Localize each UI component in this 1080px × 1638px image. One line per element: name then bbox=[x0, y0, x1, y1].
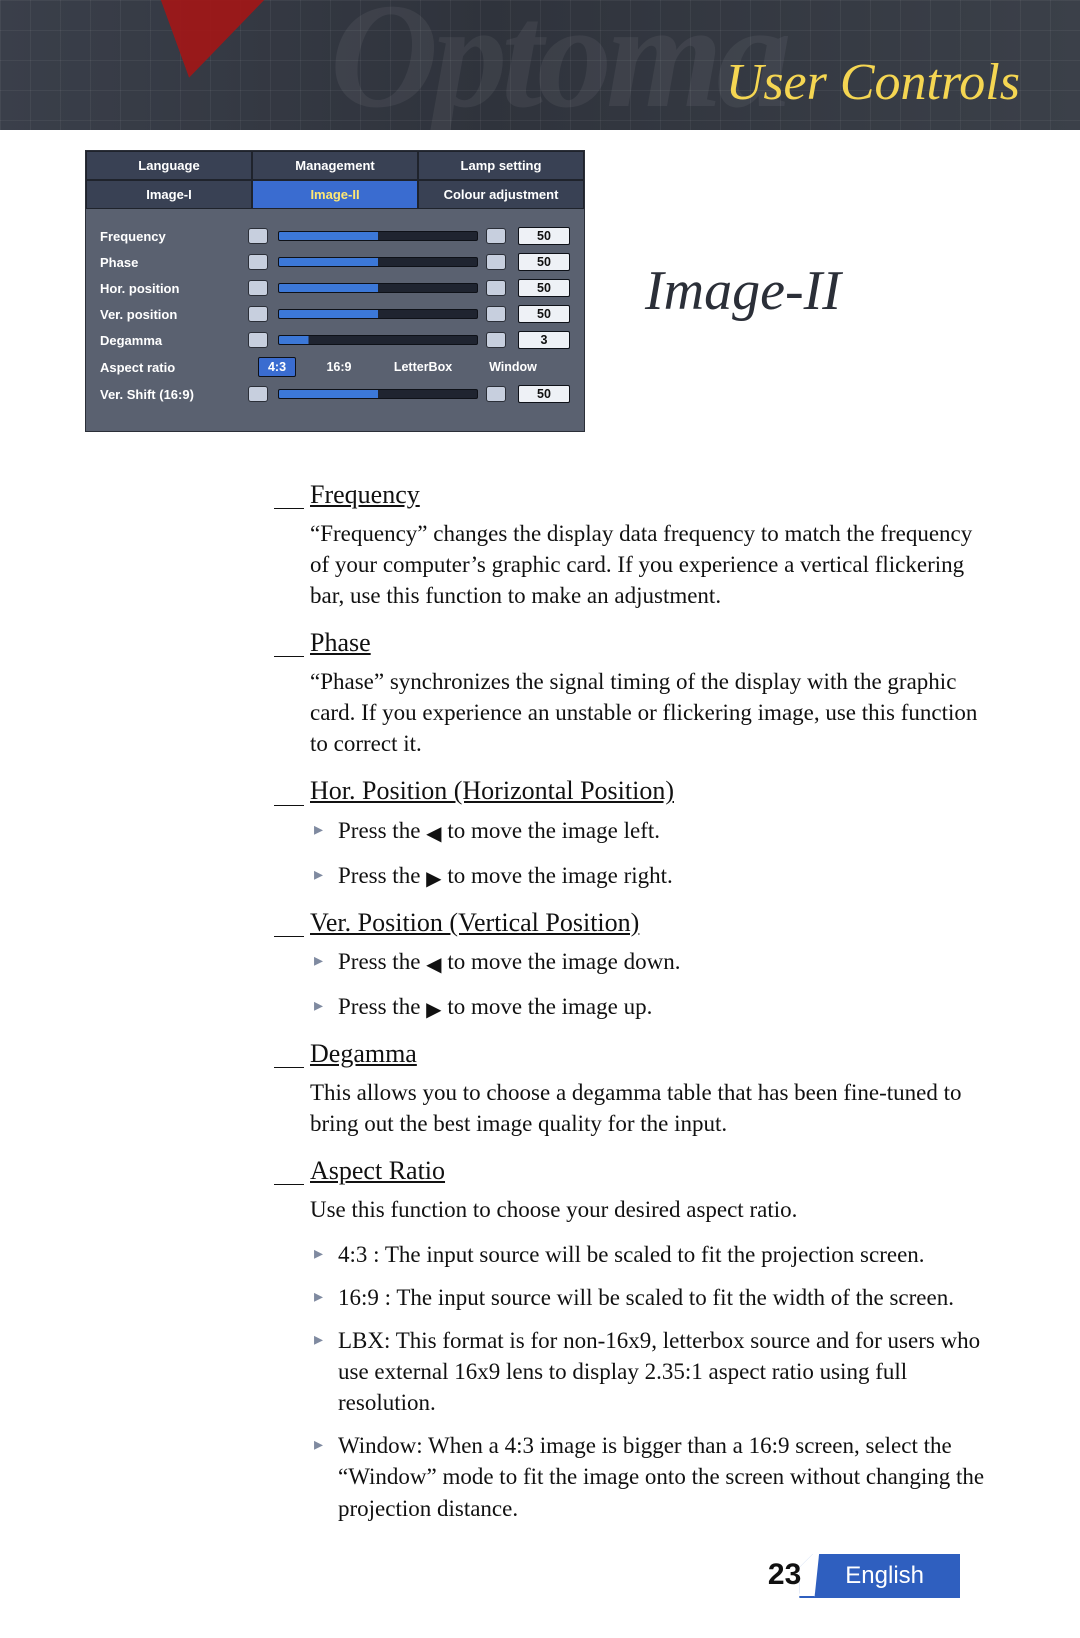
list-aspect-ratio: 4:3 : The input source will be scaled to… bbox=[310, 1239, 990, 1523]
ver-icon bbox=[248, 306, 268, 322]
freq-icon bbox=[248, 228, 268, 244]
heading-ver-position: Ver. Position (Vertical Position) bbox=[310, 905, 990, 940]
slider[interactable] bbox=[278, 257, 478, 267]
text: to move the image up. bbox=[442, 994, 653, 1019]
page-header-title: User Controls bbox=[726, 53, 1020, 112]
text-frequency: “Frequency” changes the display data fre… bbox=[310, 518, 990, 611]
osd-tabs-bottom: Image-I Image-II Colour adjustment bbox=[86, 180, 584, 209]
freq-icon-r bbox=[486, 228, 506, 244]
hor-icon-r bbox=[486, 280, 506, 296]
osd-value: 50 bbox=[518, 253, 570, 271]
left-arrow-icon bbox=[426, 948, 441, 979]
slider[interactable] bbox=[278, 309, 478, 319]
page-number: 23 bbox=[768, 1555, 801, 1596]
aspect-window[interactable]: Window bbox=[482, 358, 544, 376]
osd-label: Degamma bbox=[100, 333, 240, 348]
list-item: 4:3 : The input source will be scaled to… bbox=[338, 1239, 990, 1270]
osd-label: Phase bbox=[100, 255, 240, 270]
text: Press the bbox=[338, 949, 426, 974]
degamma-icon bbox=[248, 332, 268, 348]
aspect-4-3[interactable]: 4:3 bbox=[258, 357, 296, 377]
osd-value: 50 bbox=[518, 385, 570, 403]
text: to move the image left. bbox=[442, 818, 660, 843]
osd-row-hor-position: Hor. position 50 bbox=[100, 279, 570, 297]
slider[interactable] bbox=[278, 335, 478, 345]
slider[interactable] bbox=[278, 389, 478, 399]
heading-frequency: Frequency bbox=[310, 477, 990, 512]
right-arrow-icon bbox=[426, 862, 441, 893]
osd-row-ver-shift: Ver. Shift (16:9) 50 bbox=[100, 385, 570, 403]
text: Press the bbox=[338, 863, 426, 888]
page-footer: 23 English bbox=[310, 1554, 990, 1598]
osd-body: Frequency 50 Phase 50 Hor. position bbox=[86, 209, 584, 431]
vshift-icon-r bbox=[486, 386, 506, 402]
text: Press the bbox=[338, 994, 426, 1019]
osd-row-degamma: Degamma 3 bbox=[100, 331, 570, 349]
content-body: Frequency “Frequency” changes the displa… bbox=[75, 477, 1020, 1598]
list-item: Press the to move the image left. bbox=[338, 815, 990, 848]
heading-phase: Phase bbox=[310, 625, 990, 660]
osd-tab-management[interactable]: Management bbox=[252, 151, 418, 180]
list-item: Window: When a 4:3 image is bigger than … bbox=[338, 1430, 990, 1523]
language-tab: English bbox=[799, 1554, 960, 1598]
osd-tab-colour-adjustment[interactable]: Colour adjustment bbox=[418, 180, 584, 209]
slider[interactable] bbox=[278, 231, 478, 241]
osd-tab-language[interactable]: Language bbox=[86, 151, 252, 180]
osd-row-ver-position: Ver. position 50 bbox=[100, 305, 570, 323]
text: to move the image right. bbox=[442, 863, 673, 888]
osd-value: 50 bbox=[518, 279, 570, 297]
osd-tab-image-i[interactable]: Image-I bbox=[86, 180, 252, 209]
list-item: Press the to move the image down. bbox=[338, 946, 990, 979]
list-item: LBX: This format is for non-16x9, letter… bbox=[338, 1325, 990, 1418]
decorative-triangle bbox=[158, 0, 302, 78]
osd-value: 50 bbox=[518, 305, 570, 323]
list-item: Press the to move the image right. bbox=[338, 860, 990, 893]
aspect-letterbox[interactable]: LetterBox bbox=[382, 358, 464, 376]
osd-row-phase: Phase 50 bbox=[100, 253, 570, 271]
osd-label: Frequency bbox=[100, 229, 240, 244]
degamma-icon-r bbox=[486, 332, 506, 348]
list-item: 16:9 : The input source will be scaled t… bbox=[338, 1282, 990, 1313]
osd-label: Aspect ratio bbox=[100, 360, 240, 375]
osd-label: Ver. Shift (16:9) bbox=[100, 387, 240, 402]
phase-icon-r bbox=[486, 254, 506, 270]
osd-label: Ver. position bbox=[100, 307, 240, 322]
osd-tab-lamp-setting[interactable]: Lamp setting bbox=[418, 151, 584, 180]
brand-watermark: Optoma bbox=[330, 0, 786, 130]
right-arrow-icon bbox=[426, 993, 441, 1024]
text: to move the image down. bbox=[442, 949, 681, 974]
text-degamma: This allows you to choose a degamma tabl… bbox=[310, 1077, 990, 1139]
list-hor-position: Press the to move the image left. Press … bbox=[310, 815, 990, 893]
osd-row-frequency: Frequency 50 bbox=[100, 227, 570, 245]
vshift-icon bbox=[248, 386, 268, 402]
text-aspect-intro: Use this function to choose your desired… bbox=[310, 1194, 990, 1225]
section-title: Image-II bbox=[645, 259, 841, 323]
heading-hor-position: Hor. Position (Horizontal Position) bbox=[310, 773, 990, 808]
ver-icon-r bbox=[486, 306, 506, 322]
osd-tabs-top: Language Management Lamp setting bbox=[86, 151, 584, 180]
osd-value: 50 bbox=[518, 227, 570, 245]
text-phase: “Phase” synchronizes the signal timing o… bbox=[310, 666, 990, 759]
osd-row-aspect-ratio: Aspect ratio 4:3 16:9 LetterBox Window bbox=[100, 357, 570, 377]
phase-icon bbox=[248, 254, 268, 270]
hor-icon bbox=[248, 280, 268, 296]
osd-label: Hor. position bbox=[100, 281, 240, 296]
osd-value: 3 bbox=[518, 331, 570, 349]
slider[interactable] bbox=[278, 283, 478, 293]
aspect-16-9[interactable]: 16:9 bbox=[314, 358, 364, 376]
osd-menu: Language Management Lamp setting Image-I… bbox=[85, 150, 585, 432]
left-arrow-icon bbox=[426, 817, 441, 848]
list-item: Press the to move the image up. bbox=[338, 991, 990, 1024]
page-header: Optoma User Controls bbox=[0, 0, 1080, 130]
heading-degamma: Degamma bbox=[310, 1036, 990, 1071]
text: Press the bbox=[338, 818, 426, 843]
list-ver-position: Press the to move the image down. Press … bbox=[310, 946, 990, 1024]
heading-aspect-ratio: Aspect Ratio bbox=[310, 1153, 990, 1188]
osd-tab-image-ii[interactable]: Image-II bbox=[252, 180, 418, 209]
